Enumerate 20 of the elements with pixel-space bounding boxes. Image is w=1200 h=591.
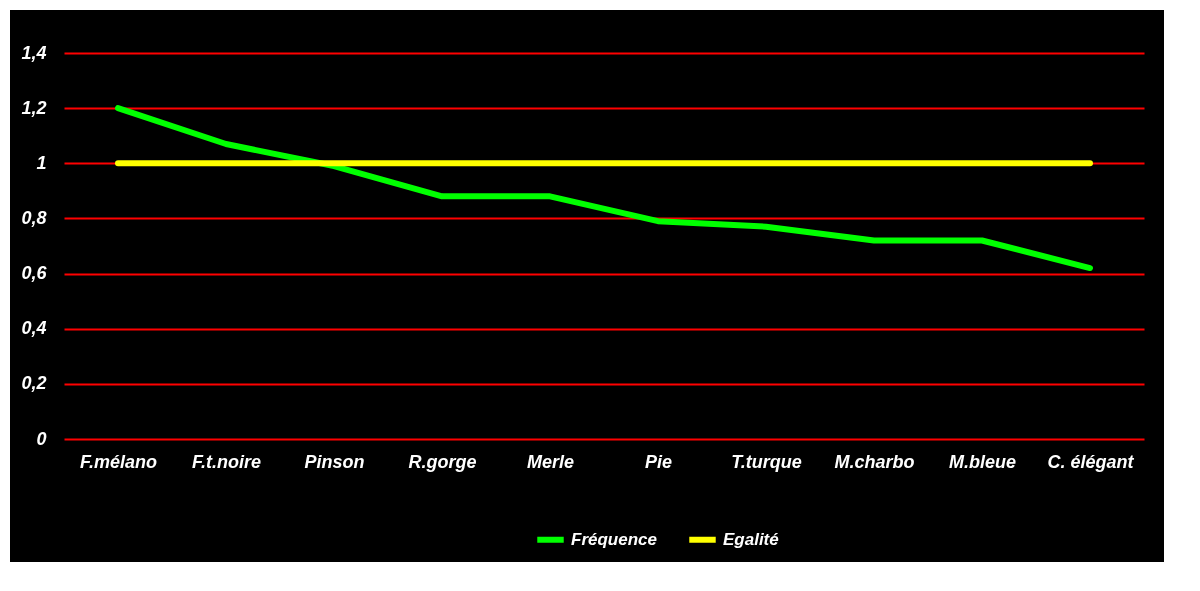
x-tick-label: M.charbo <box>834 451 915 472</box>
x-tick-label: Merle <box>526 451 575 472</box>
y-tick-label: 0,4 <box>21 318 47 339</box>
y-tick-label: 1,2 <box>21 97 47 118</box>
y-tick-label: 1,4 <box>21 42 47 63</box>
x-tick-label: T.turque <box>731 451 802 472</box>
y-tick-label: 0 <box>36 428 47 449</box>
x-tick-label: C. élégant <box>1047 451 1135 472</box>
legend-label: Egalité <box>723 529 779 549</box>
x-tick-label: F.mélano <box>79 451 158 472</box>
x-tick-label: Pinson <box>304 451 365 472</box>
y-tick-label: 0,8 <box>21 207 47 228</box>
x-tick-label: R.gorge <box>408 451 477 472</box>
y-tick-label: 0,6 <box>21 263 48 284</box>
x-tick-label: Pie <box>644 451 673 472</box>
x-tick-label: M.bleue <box>948 451 1017 472</box>
y-tick-label: 0,2 <box>21 373 47 394</box>
x-tick-label: F.t.noire <box>191 451 262 472</box>
legend-label: Fréquence <box>571 529 657 549</box>
y-tick-label: 1 <box>36 152 47 173</box>
